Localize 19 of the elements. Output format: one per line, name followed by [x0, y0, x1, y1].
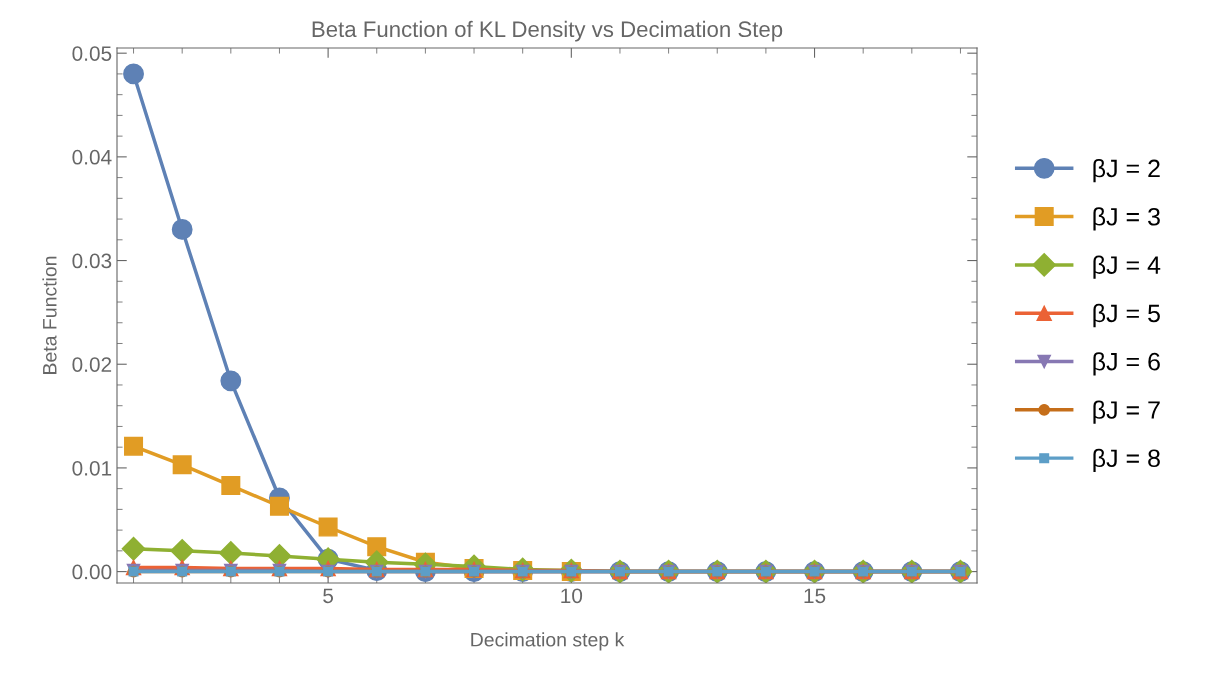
legend-label: βJ = 6 [1093, 352, 1160, 376]
chart-title: Beta Function of KL Density vs Decimation Step [312, 20, 783, 42]
legend-label: βJ = 8 [1093, 448, 1160, 473]
y-tick-label: 0.01 [72, 460, 112, 476]
y-tick-label: 0.03 [72, 253, 112, 269]
legend-label: βJ = 3 [1093, 207, 1160, 231]
legend-label: βJ = 4 [1093, 255, 1161, 279]
legend-label: βJ = 5 [1093, 303, 1160, 328]
legend-label: βJ = 7 [1093, 400, 1160, 424]
y-axis-title: Beta Function [42, 256, 57, 374]
x-tick-label: 15 [804, 588, 826, 604]
x-axis-title: Decimation step k [471, 632, 625, 651]
y-tick-label: 0.05 [72, 46, 112, 61]
legend-label: βJ = 2 [1093, 158, 1160, 183]
y-tick-label: 0.02 [72, 357, 112, 372]
x-tick-label: 10 [561, 588, 583, 604]
y-tick-label: 0.00 [72, 564, 112, 580]
y-tick-label: 0.04 [72, 149, 112, 165]
x-tick-label: 5 [323, 588, 334, 604]
